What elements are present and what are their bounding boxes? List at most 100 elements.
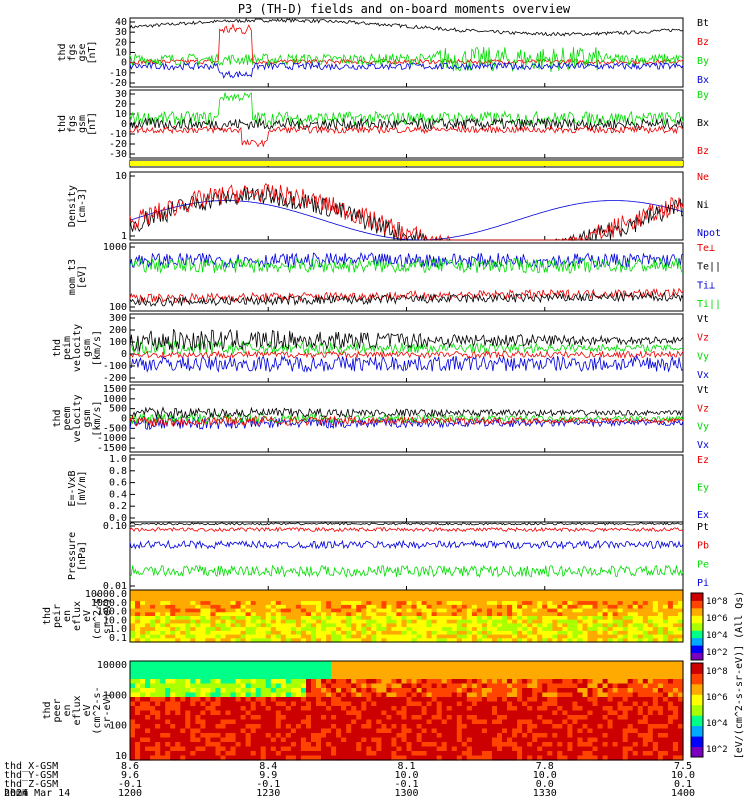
- spectrogram-cell: [220, 634, 227, 639]
- spectrogram-cell: [421, 665, 428, 671]
- spectrogram-cell: [235, 590, 242, 595]
- spectrogram-cell: [647, 683, 654, 689]
- spectrogram-cell: [652, 665, 659, 671]
- spectrogram-cell: [557, 619, 563, 624]
- spectrogram-cell: [547, 593, 553, 598]
- spectrogram-cell: [678, 661, 684, 667]
- spectrogram-cell: [476, 706, 483, 712]
- spectrogram-cell: [567, 638, 573, 643]
- spectrogram-cell: [431, 679, 438, 685]
- spectrogram-cell: [391, 733, 397, 739]
- spectrogram-cell: [200, 688, 206, 694]
- spectrogram-cell: [436, 751, 443, 757]
- spectrogram-cell: [622, 604, 629, 610]
- spectrogram-cell: [647, 608, 654, 613]
- x-axis-value: 8.6: [121, 761, 139, 772]
- spectrogram-cell: [426, 737, 433, 743]
- spectrogram-cell: [265, 724, 272, 730]
- spectrogram-cell: [642, 733, 649, 739]
- spectrogram-cell: [145, 627, 151, 632]
- spectrogram-cell: [225, 742, 232, 748]
- spectrogram-cell: [396, 661, 402, 667]
- spectrogram-cell: [321, 737, 327, 743]
- spectrogram-cell: [647, 751, 654, 757]
- colorbar-lower-segment: [691, 746, 703, 758]
- spectrogram-cell: [135, 604, 141, 610]
- spectrogram-cell: [316, 724, 322, 730]
- spectrogram-cell: [411, 627, 418, 632]
- spectrogram-cell: [155, 619, 161, 624]
- spectrogram-cell: [612, 616, 619, 621]
- spectrogram-cell: [582, 688, 589, 694]
- spectrogram-cell: [290, 701, 297, 707]
- spectrogram-cell: [245, 733, 252, 739]
- spectrogram-cell: [507, 746, 513, 752]
- spectrogram-cell: [145, 697, 151, 703]
- spectrogram-cell: [627, 593, 634, 598]
- spectrogram-cell: [411, 746, 418, 752]
- spectrogram-cell: [527, 733, 533, 739]
- x-axis-value: 0.1: [674, 779, 692, 790]
- spectrogram-cell: [230, 737, 237, 743]
- spectrogram-cell: [562, 683, 568, 689]
- spectrogram-cell: [632, 593, 639, 598]
- spectrogram-cell: [215, 742, 222, 748]
- spectrogram-cell: [492, 627, 498, 632]
- spectrogram-cell: [597, 706, 604, 712]
- spectrogram-cell: [295, 733, 302, 739]
- spectrogram-cell: [607, 733, 614, 739]
- spectrogram-cell: [497, 593, 503, 598]
- spectrogram-cell: [396, 612, 402, 617]
- spectrogram-cell: [667, 590, 674, 595]
- spectrogram-cell: [527, 697, 533, 703]
- spectrogram-cell: [230, 679, 237, 685]
- spectrogram-cell: [341, 733, 347, 739]
- spectrogram-cell: [678, 715, 684, 721]
- spectrogram-cell: [507, 733, 513, 739]
- spectrogram-cell: [456, 608, 463, 613]
- spectrogram-cell: [522, 692, 528, 698]
- spectrogram-cell: [371, 701, 377, 707]
- spectrogram-cell: [165, 728, 171, 734]
- spectrogram-cell: [285, 590, 292, 595]
- spectrogram-cell: [381, 715, 387, 721]
- spectrogram-cell: [351, 751, 357, 757]
- spectrogram-cell: [537, 670, 543, 676]
- spectrogram-cell: [461, 616, 468, 621]
- spectrogram-cell: [361, 719, 367, 725]
- spectrogram-cell: [678, 746, 684, 752]
- spectrogram-cell: [497, 638, 503, 643]
- spectrogram-cell: [597, 674, 604, 680]
- spectrogram-cell: [311, 590, 317, 595]
- spectrogram-cell: [456, 634, 463, 639]
- spectrogram-cell: [321, 665, 327, 671]
- spectrogram-cell: [421, 733, 428, 739]
- spectrogram-cell: [245, 670, 252, 676]
- spectrogram-cell: [275, 715, 282, 721]
- spectrogram-cell: [255, 593, 262, 598]
- spectrogram-cell: [160, 619, 166, 624]
- spectrogram-cell: [130, 661, 136, 667]
- spectrogram-cell: [582, 728, 589, 734]
- legend-entry: Pt: [697, 522, 709, 533]
- spectrogram-cell: [532, 601, 538, 606]
- spectrogram-cell: [436, 634, 443, 639]
- spectrogram-cell: [607, 623, 614, 628]
- spectrogram-cell: [371, 597, 377, 602]
- spectrogram-cell: [361, 597, 367, 602]
- spectrogram-cell: [175, 597, 181, 602]
- spectrogram-cell: [341, 710, 347, 716]
- spectrogram-cell: [657, 604, 664, 610]
- spectrogram-cell: [386, 746, 392, 752]
- spectrogram-cell: [577, 670, 583, 676]
- spectrogram-cell: [678, 710, 684, 716]
- spectrogram-cell: [280, 608, 287, 613]
- spectrogram-cell: [371, 638, 377, 643]
- spectrogram-cell: [230, 719, 237, 725]
- spectrogram-cell: [311, 630, 317, 636]
- spectrogram-cell: [476, 688, 483, 694]
- spectrogram-cell: [145, 616, 151, 621]
- spectrogram-cell: [185, 661, 191, 667]
- spectrogram-cell: [597, 593, 604, 598]
- spectrogram-cell: [150, 679, 156, 685]
